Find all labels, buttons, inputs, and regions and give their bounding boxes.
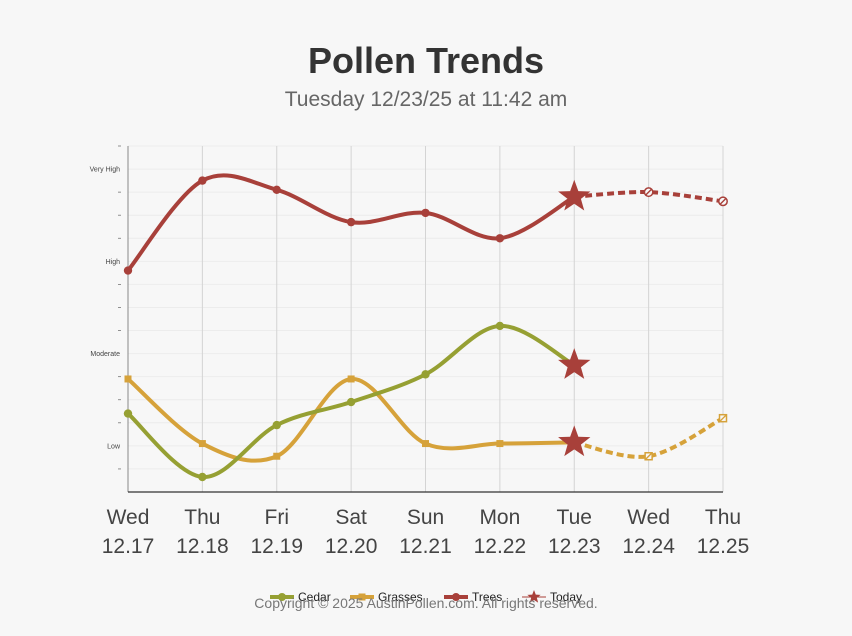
y-axis-label: Low bbox=[107, 443, 121, 450]
trees-point bbox=[198, 176, 207, 185]
x-tick-label-date: 12.17 bbox=[102, 535, 155, 558]
cedar-point bbox=[495, 321, 505, 331]
trees-point bbox=[495, 234, 505, 243]
cedar-point bbox=[123, 409, 133, 418]
trees-forecast-hatch bbox=[645, 188, 653, 196]
x-tick-label-date: 12.18 bbox=[176, 535, 229, 558]
legend-label: Trees bbox=[472, 590, 502, 604]
series-trees bbox=[123, 173, 728, 275]
grasses-point bbox=[273, 452, 281, 460]
legend-label: Cedar bbox=[298, 590, 331, 604]
series-grasses bbox=[124, 375, 728, 463]
legend-label: Today bbox=[550, 590, 582, 604]
grasses-forecast-hatch bbox=[645, 452, 653, 460]
x-tick-label-date: 12.24 bbox=[622, 535, 675, 558]
trees-point bbox=[346, 217, 356, 227]
y-axis-label: Moderate bbox=[90, 351, 120, 358]
grasses-point bbox=[198, 440, 206, 448]
copyright-notice: Copyright © 2025 AustinPollen.com. All r… bbox=[254, 595, 598, 611]
x-tick-label-day: Thu bbox=[705, 506, 741, 529]
x-tick-label-day: Wed bbox=[107, 506, 150, 529]
legend-today-star bbox=[527, 590, 541, 603]
trees-point bbox=[272, 185, 281, 195]
x-tick-label-day: Thu bbox=[184, 506, 220, 529]
x-tick-label-date: 12.22 bbox=[474, 535, 527, 558]
grasses-point bbox=[496, 440, 504, 448]
grasses-point bbox=[347, 375, 355, 383]
x-axis-labels: Wed 12.17 Thu 12.18 Fri 12.19 Sat 12.20 Sun 12.21… bbox=[102, 506, 750, 558]
trees-point bbox=[123, 266, 133, 275]
x-tick-label-day: Sat bbox=[335, 506, 367, 529]
series-layer bbox=[123, 173, 728, 482]
x-tick-label-day: Wed bbox=[627, 506, 670, 529]
y-axis-label: High bbox=[106, 259, 121, 266]
cedar-point bbox=[346, 397, 356, 407]
trees-point bbox=[421, 208, 430, 218]
grasses-point bbox=[422, 440, 429, 448]
x-tick-label-date: 12.23 bbox=[548, 535, 601, 558]
cedar-point bbox=[272, 420, 281, 430]
trees-forecast-hatch bbox=[719, 197, 727, 205]
trees-forecast-line bbox=[574, 190, 724, 204]
y-axis-label: Very High bbox=[90, 167, 120, 174]
x-tick-label-date: 12.19 bbox=[250, 535, 303, 558]
x-tick-label-day: Mon bbox=[479, 506, 520, 529]
chart-title: Pollen Trends bbox=[307, 40, 545, 81]
legend-swatch-marker bbox=[358, 593, 366, 601]
axis-layer: Low Moderate High Very High bbox=[90, 145, 723, 493]
grasses-point bbox=[124, 375, 132, 383]
today-star-grasses bbox=[558, 425, 591, 457]
x-tick-label-day: Sun bbox=[407, 506, 444, 529]
legend-swatch-marker bbox=[278, 593, 286, 601]
x-tick-label-date: 12.20 bbox=[325, 535, 378, 558]
cedar-point bbox=[421, 370, 430, 379]
legend-label: Grasses bbox=[378, 590, 423, 604]
series-cedar bbox=[123, 321, 591, 482]
grasses-forecast-hatch bbox=[719, 414, 727, 422]
legend-item-grasses: Grasses bbox=[350, 590, 423, 604]
x-tick-label-day: Tue bbox=[557, 506, 592, 529]
today-star-cedar bbox=[558, 348, 591, 379]
legend-item-trees: Trees bbox=[444, 590, 502, 604]
legend-item-today: Today bbox=[522, 590, 582, 604]
x-tick-label-day: Fri bbox=[265, 506, 290, 529]
x-tick-label-date: 12.25 bbox=[697, 535, 750, 558]
legend-item-cedar: Cedar bbox=[270, 590, 331, 604]
legend-swatch-marker bbox=[452, 593, 460, 601]
today-star-trees bbox=[558, 179, 591, 211]
chart-subtitle: Tuesday 12/23/25 at 11:42 am bbox=[284, 88, 568, 111]
cedar-point bbox=[198, 472, 207, 482]
legend: Cedar Grasses Trees Today bbox=[270, 590, 582, 604]
x-tick-label-date: 12.21 bbox=[399, 535, 452, 558]
